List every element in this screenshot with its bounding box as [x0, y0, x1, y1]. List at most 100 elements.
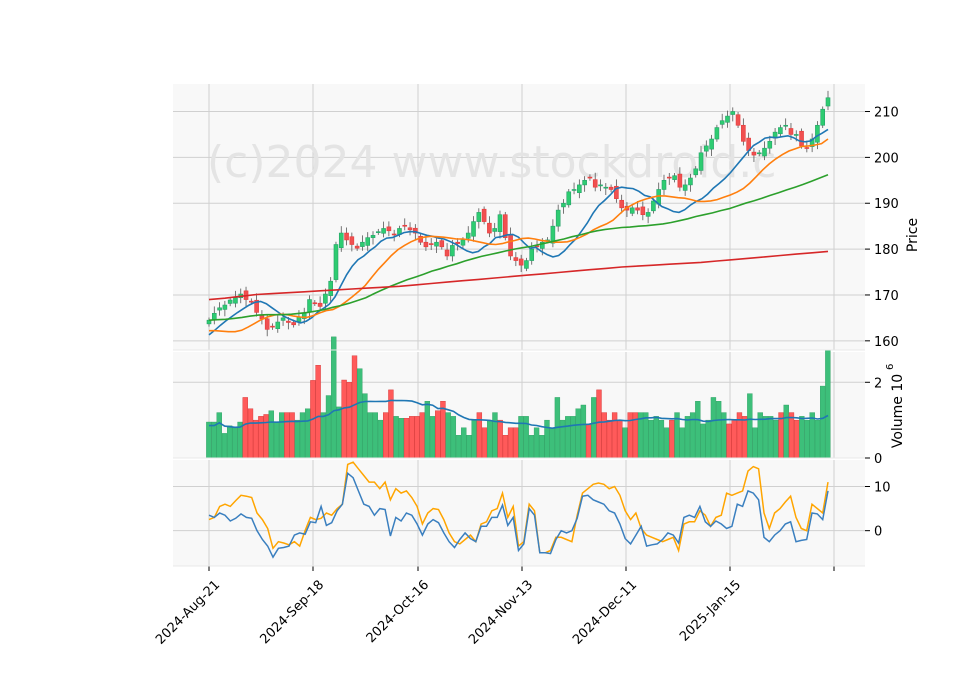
volume-bar — [570, 416, 576, 459]
candle-body — [502, 214, 508, 238]
candle-body — [550, 225, 556, 244]
candle-body — [629, 207, 635, 214]
volume-bar — [549, 427, 555, 459]
candle-body — [323, 293, 328, 304]
volume-axis-exponent: 6 — [885, 364, 896, 370]
volume-bar — [299, 412, 306, 459]
candle-body — [381, 228, 386, 234]
candle-body — [254, 299, 259, 313]
candle-body — [317, 302, 323, 307]
candle-body — [788, 128, 794, 135]
candle-body — [460, 239, 466, 246]
volume-bar — [762, 416, 769, 459]
candle-body — [386, 226, 392, 232]
volume-bar — [414, 416, 420, 459]
candle-body — [508, 234, 513, 257]
volume-bar — [409, 416, 415, 459]
macd-panel-bg — [173, 460, 865, 566]
volume-bar — [435, 410, 441, 459]
volume-bar — [305, 408, 311, 459]
candle-body — [735, 114, 741, 126]
volume-bar — [591, 397, 597, 459]
volume-bar — [221, 433, 228, 459]
macd-tick-label: 10 — [874, 481, 891, 496]
volume-bar — [419, 412, 425, 459]
ma-line-ma20 — [208, 174, 829, 321]
x-tick-label: 2024-Oct-16 — [364, 578, 432, 646]
candle-body — [778, 127, 783, 135]
candle-body — [391, 233, 397, 236]
volume-bar — [247, 408, 254, 459]
candle-body — [524, 260, 529, 269]
candle-body — [672, 175, 677, 180]
volume-bar — [773, 419, 779, 459]
volume-bar — [492, 412, 498, 459]
volume-bar — [315, 365, 321, 459]
candle-body — [413, 227, 418, 234]
volume-bar — [741, 416, 748, 459]
candle-body — [820, 108, 826, 126]
volume-bar — [565, 416, 571, 459]
candle-body — [582, 180, 587, 186]
candle-body — [793, 134, 799, 136]
volume-bar — [539, 435, 545, 459]
volume-bar — [658, 419, 665, 459]
volume-bar — [336, 406, 342, 459]
volume-bar — [227, 425, 233, 459]
candle-body — [534, 245, 540, 248]
volume-average-line — [209, 399, 829, 430]
volume-tick-label: 0 — [874, 452, 882, 467]
volume-bar — [700, 423, 706, 459]
candle-body — [619, 199, 624, 209]
candle-body — [561, 202, 566, 208]
candle-body — [227, 299, 233, 304]
volume-bar — [710, 397, 717, 459]
candle-body — [815, 124, 820, 143]
candle-body — [471, 221, 476, 237]
candle-body — [704, 145, 709, 152]
candle-body — [682, 184, 688, 191]
volume-bar — [466, 435, 472, 459]
volume-bar — [455, 435, 462, 459]
volume-bar — [580, 404, 587, 459]
candle-body — [423, 241, 429, 248]
candle-body — [264, 318, 270, 330]
candle-body — [338, 232, 344, 249]
candle-body — [640, 206, 646, 216]
candle-body — [444, 249, 450, 257]
volume-bar — [507, 427, 514, 459]
price-tick-label: 200 — [874, 151, 899, 166]
candle-body — [487, 222, 492, 234]
candle-body — [328, 280, 333, 296]
candle-body — [666, 176, 672, 179]
volume-tick-label: 2 — [874, 376, 882, 391]
volume-bar — [601, 412, 607, 459]
candle-body — [370, 235, 376, 238]
volume-bar — [767, 416, 774, 459]
candle-body — [645, 212, 651, 217]
candle-body — [651, 200, 656, 212]
volume-bar — [450, 416, 457, 459]
candle-body — [799, 130, 804, 147]
candle-body — [603, 186, 609, 189]
volume-bar — [684, 416, 691, 459]
volume-bar — [445, 412, 451, 459]
candle-body — [476, 212, 482, 222]
volume-bar — [726, 423, 732, 459]
candle-body — [291, 322, 296, 326]
candle-body — [555, 209, 561, 227]
price-tick-label: 170 — [874, 289, 899, 304]
volume-bar — [367, 412, 373, 459]
candle-body — [709, 138, 714, 150]
x-tick-label: 2024-Dec-11 — [570, 578, 640, 648]
volume-bar — [653, 416, 659, 459]
candle-body — [439, 240, 445, 248]
volume-bar — [679, 427, 685, 459]
candle-body — [635, 207, 640, 211]
volume-bar — [648, 419, 654, 459]
volume-bar — [289, 412, 295, 459]
ma-line-ma10 — [209, 138, 829, 333]
volume-bar — [242, 397, 248, 459]
